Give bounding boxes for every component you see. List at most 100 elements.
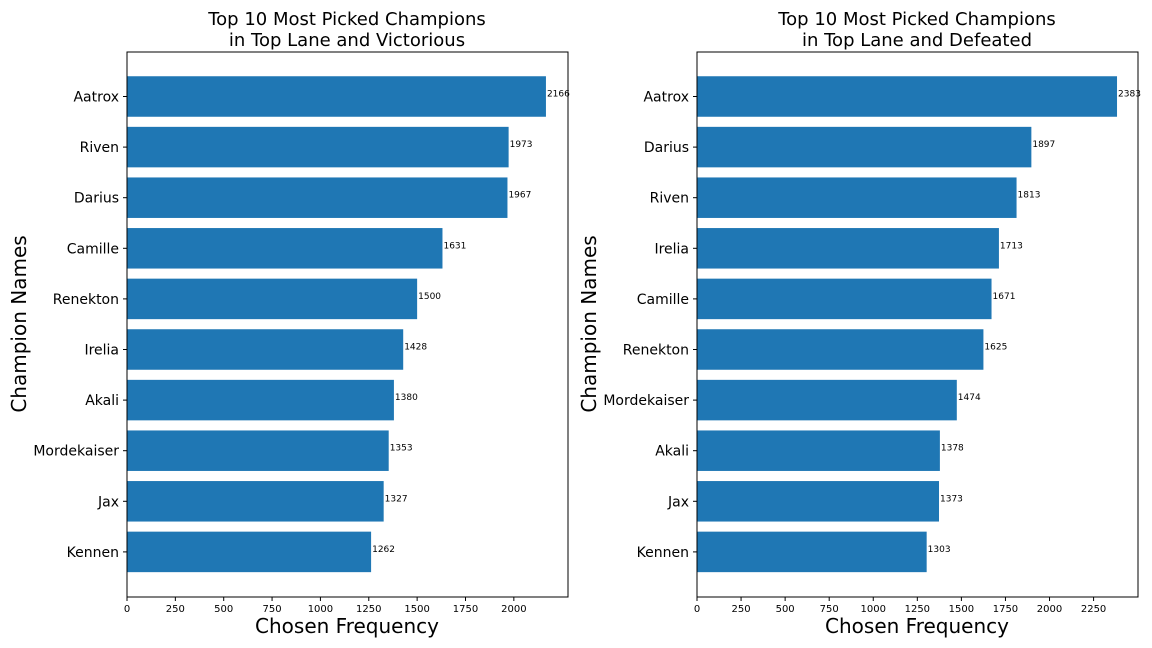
bar [697, 126, 1032, 168]
y-tick-label: Mordekaiser [603, 393, 689, 409]
x-tick-label: 1250 [905, 604, 930, 615]
plot-frame [696, 51, 1139, 598]
x-tick-label: 1500 [404, 604, 429, 615]
bar-value-label: 1671 [993, 292, 1016, 302]
bar-value-label: 1327 [385, 494, 408, 504]
bar-value-label: 1967 [508, 191, 531, 201]
chart-title-line1: Top 10 Most Picked Champions [207, 9, 486, 30]
bar [697, 228, 999, 269]
bar [127, 531, 372, 573]
y-tick-label: Darius [74, 191, 119, 207]
y-tick-label-group: Aatrox Riven Darius Camille Renekton Irelia Ak… [33, 90, 127, 561]
x-tick-label: 500 [214, 604, 233, 615]
x-tick-label: 1750 [453, 604, 478, 615]
x-tick-label: 0 [124, 604, 130, 615]
value-label-group: 2166 1973 1967 1631 1500 1428 1380 1353 1327 1262 [372, 90, 570, 555]
x-tick-label: 750 [263, 604, 282, 615]
value-label-group: 2383 1897 1813 1713 1671 1625 1474 1378 1373 1303 [928, 90, 1141, 555]
x-tick-label: 1500 [949, 604, 974, 615]
bar-value-label: 1897 [1032, 140, 1055, 150]
chart-title-line1: Top 10 Most Picked Champions [777, 9, 1056, 30]
x-tick-group: 0 250 500 750 1000 1250 1500 1750 2000 [124, 597, 527, 615]
y-tick-label: Darius [644, 140, 689, 156]
y-tick-label: Renekton [623, 343, 689, 359]
bar [127, 379, 394, 421]
bar [697, 329, 984, 370]
x-axis-label: Chosen Frequency [255, 614, 439, 638]
y-tick-label: Irelia [654, 241, 689, 257]
y-tick-label: Mordekaiser [33, 444, 119, 460]
y-tick-label: Irelia [84, 343, 119, 359]
bar [127, 76, 546, 117]
bar [697, 430, 940, 471]
bar-value-label: 1973 [510, 140, 533, 150]
y-tick-label: Aatrox [73, 90, 119, 106]
bar [127, 177, 508, 218]
y-tick-label: Riven [80, 140, 119, 156]
x-tick-label: 250 [732, 604, 751, 615]
x-tick-label: 500 [776, 604, 795, 615]
x-tick-label: 0 [694, 604, 700, 615]
x-tick-label: 1000 [861, 604, 886, 615]
bar-value-label: 1631 [443, 241, 466, 251]
chart-victorious: Top 10 Most Picked Champions in Top Lane… [7, 9, 570, 638]
bar [127, 430, 389, 471]
bar-group [127, 76, 546, 573]
plot-frame [126, 51, 569, 598]
x-tick-label: 250 [166, 604, 185, 615]
x-axis-label: Chosen Frequency [825, 614, 1009, 638]
bar-value-label: 1474 [958, 393, 981, 403]
x-tick-label: 2000 [1037, 604, 1062, 615]
x-tick-label: 2000 [501, 604, 526, 615]
bar [127, 278, 418, 320]
bar-value-label: 1373 [940, 494, 963, 504]
bar [697, 481, 940, 522]
chart-defeated: Top 10 Most Picked Champions in Top Lane… [577, 9, 1141, 638]
bar [127, 481, 384, 522]
y-tick-label: Camille [67, 241, 119, 257]
bar [697, 177, 1017, 218]
y-tick-label: Kennen [67, 545, 119, 561]
y-tick-label: Jax [667, 494, 689, 510]
bar [697, 278, 992, 320]
bar-value-label: 1303 [928, 545, 951, 555]
bar-group [697, 76, 1118, 573]
x-tick-label: 750 [820, 604, 839, 615]
y-tick-label: Akali [85, 393, 119, 409]
bar-value-label: 1625 [984, 343, 1007, 353]
x-tick-label: 2250 [1081, 604, 1106, 615]
y-tick-label: Jax [97, 494, 119, 510]
x-tick-group: 0 250 500 750 1000 1250 1500 1750 2000 2250 [694, 597, 1106, 615]
y-tick-label: Kennen [637, 545, 689, 561]
x-tick-label: 1000 [308, 604, 333, 615]
bar-value-label: 2383 [1118, 90, 1141, 100]
y-tick-label: Akali [655, 444, 689, 460]
bar-value-label: 1262 [372, 545, 395, 555]
x-tick-label: 1750 [993, 604, 1018, 615]
bar-value-label: 1500 [418, 292, 441, 302]
bar [697, 531, 927, 573]
bar-value-label: 2166 [547, 90, 570, 100]
y-tick-label: Aatrox [643, 90, 689, 106]
bar-value-label: 1378 [941, 444, 964, 454]
bar [697, 379, 957, 421]
bar [127, 228, 443, 269]
chart-title-line2: in Top Lane and Victorious [229, 30, 465, 51]
bar [127, 126, 509, 168]
bar-value-label: 1353 [390, 444, 413, 454]
y-tick-label: Riven [650, 191, 689, 207]
y-axis-label: Champion Names [577, 235, 601, 412]
bar [697, 76, 1118, 117]
bar-value-label: 1813 [1018, 191, 1041, 201]
chart-title-line2: in Top Lane and Defeated [802, 30, 1032, 51]
bar-value-label: 1713 [1000, 241, 1023, 251]
bar [127, 329, 404, 370]
y-tick-label: Camille [637, 292, 689, 308]
y-axis-label: Champion Names [7, 235, 31, 412]
y-tick-label-group: Aatrox Darius Riven Irelia Camille Renekton Mo… [603, 90, 697, 561]
bar-value-label: 1428 [404, 343, 427, 353]
bar-value-label: 1380 [395, 393, 418, 403]
x-tick-label: 1250 [356, 604, 381, 615]
y-tick-label: Renekton [53, 292, 119, 308]
